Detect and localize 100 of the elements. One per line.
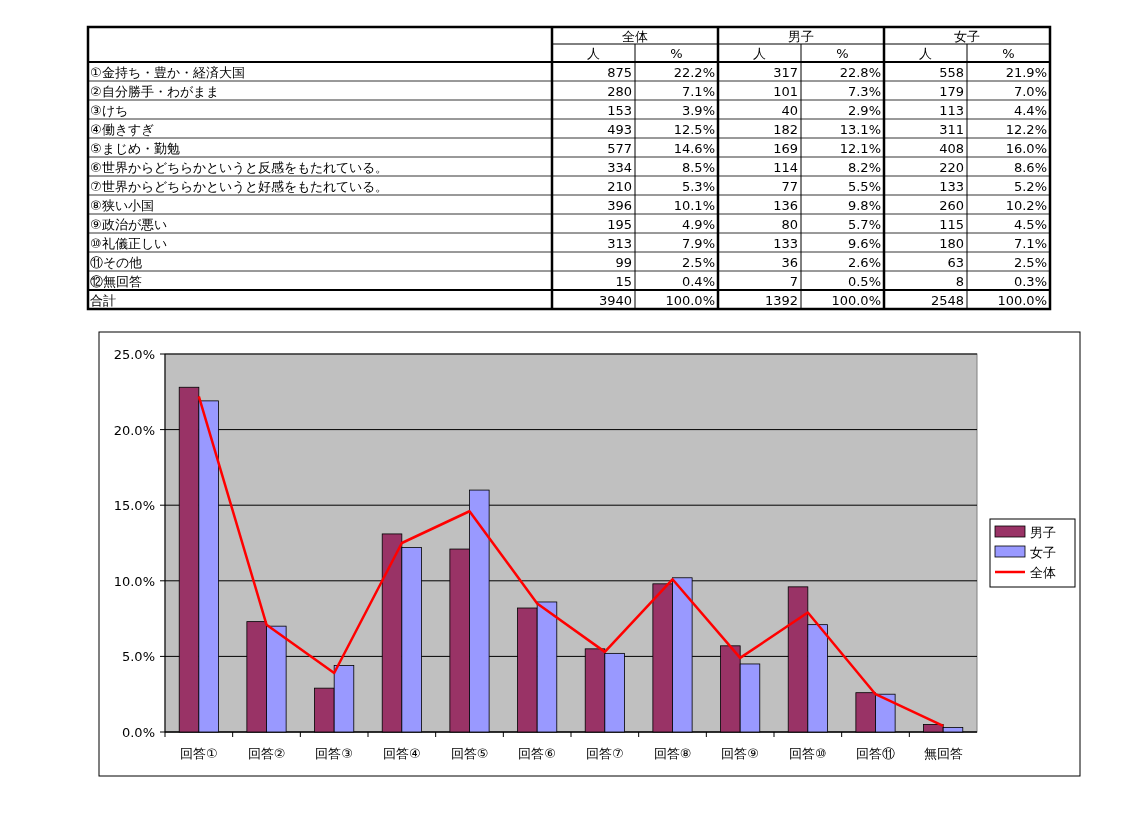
category-label: ⑪その他 xyxy=(90,255,142,270)
category-label: ②自分勝手・わがまま xyxy=(90,84,219,99)
legend-label: 男子 xyxy=(1030,525,1056,540)
y-tick-label: 5.0% xyxy=(121,649,155,665)
data-label: 7.3% xyxy=(847,84,881,99)
data-label: 5.2% xyxy=(1013,179,1047,194)
data-label: 153 xyxy=(607,103,632,118)
data-label: 99 xyxy=(615,255,632,270)
category-label: ④働きすぎ xyxy=(90,122,154,137)
y-tick-label: 0.0% xyxy=(121,725,155,740)
data-label: 8.6% xyxy=(1013,160,1047,175)
data-label: 5.3% xyxy=(681,179,715,194)
category-label: ⑫無回答 xyxy=(90,274,142,289)
data-label: 100.0% xyxy=(831,293,881,308)
data-label: 311 xyxy=(939,122,964,137)
data-label: 101 xyxy=(773,84,798,99)
data-label: 12.1% xyxy=(839,141,881,156)
x-tick-label: 回答⑥ xyxy=(518,746,556,761)
data-label: 7.0% xyxy=(1013,84,1047,99)
data-label: 63 xyxy=(947,255,964,270)
x-tick-label: 回答⑨ xyxy=(721,746,759,761)
data-label: 558 xyxy=(939,65,964,80)
x-tick-label: 回答⑧ xyxy=(653,746,692,761)
data-label: 9.8% xyxy=(847,198,881,213)
data-label: 8 xyxy=(955,274,964,289)
category-label: ⑤まじめ・勤勉 xyxy=(90,141,180,156)
text: 人 xyxy=(919,46,932,61)
x-tick-label: 回答③ xyxy=(315,746,353,761)
data-label: 136 xyxy=(773,198,798,213)
data-label: 182 xyxy=(773,122,798,137)
category-label: 合計 xyxy=(90,293,116,308)
x-tick-label: 回答④ xyxy=(383,746,421,761)
data-label: 36 xyxy=(781,255,798,270)
data-label: 317 xyxy=(773,65,798,80)
data-label: 180 xyxy=(939,236,964,251)
category-label: ①金持ち・豊か・経済大国 xyxy=(90,65,245,80)
data-label: 334 xyxy=(607,160,632,175)
category-label: ⑦世界からどちらかというと好感をもたれている。 xyxy=(90,179,388,194)
data-label: 313 xyxy=(607,236,632,251)
data-label: 493 xyxy=(607,122,632,137)
data-label: 7.1% xyxy=(681,84,715,99)
x-tick-label: 回答① xyxy=(180,746,218,761)
data-label: 0.4% xyxy=(681,274,715,289)
data-label: 14.6% xyxy=(673,141,715,156)
data-label: 4.4% xyxy=(1013,103,1047,118)
x-tick-label: 回答⑩ xyxy=(789,746,827,761)
data-label: 4.9% xyxy=(681,217,715,232)
text: % xyxy=(670,46,683,61)
data-label: 12.5% xyxy=(673,122,715,137)
data-label: 5.5% xyxy=(847,179,881,194)
data-label: 16.0% xyxy=(1005,141,1047,156)
data-label: 169 xyxy=(773,141,798,156)
data-label: 114 xyxy=(773,160,798,175)
data-label: 80 xyxy=(781,217,798,232)
legend-label: 女子 xyxy=(1030,545,1056,560)
data-label: 5.7% xyxy=(847,217,881,232)
data-label: 408 xyxy=(939,141,964,156)
x-tick-label: 回答⑤ xyxy=(450,746,489,761)
text: 人 xyxy=(753,46,766,61)
data-label: 195 xyxy=(607,217,632,232)
data-label: 0.3% xyxy=(1013,274,1047,289)
data-label: 7 xyxy=(789,274,798,289)
data-label: 133 xyxy=(939,179,964,194)
text: % xyxy=(836,46,849,61)
data-label: 875 xyxy=(607,65,632,80)
data-label: 2.5% xyxy=(681,255,715,270)
data-label: 10.2% xyxy=(1005,198,1047,213)
data-label: 7.9% xyxy=(681,236,715,251)
data-label: 3940 xyxy=(598,293,632,308)
data-label: 179 xyxy=(939,84,964,99)
data-label: 2.5% xyxy=(1013,255,1047,270)
data-label: 77 xyxy=(781,179,798,194)
y-tick-label: 25.0% xyxy=(113,347,155,362)
data-label: 21.9% xyxy=(1005,65,1047,80)
data-label: 15 xyxy=(615,274,632,289)
data-label: 133 xyxy=(773,236,798,251)
data-label: 22.8% xyxy=(839,65,881,80)
data-label: 220 xyxy=(939,160,964,175)
data-label: 210 xyxy=(607,179,632,194)
data-label: 10.1% xyxy=(673,198,715,213)
y-tick-label: 15.0% xyxy=(113,498,155,514)
data-label: 3.9% xyxy=(681,103,715,118)
category-label: ⑨政治が悪い xyxy=(90,217,167,232)
data-label: 396 xyxy=(607,198,632,213)
data-label: 1392 xyxy=(764,293,798,308)
data-label: 280 xyxy=(607,84,632,99)
data-label: 100.0% xyxy=(997,293,1047,308)
data-label: 260 xyxy=(939,198,964,213)
data-label: 2.9% xyxy=(847,103,881,118)
y-tick-label: 10.0% xyxy=(113,573,155,589)
data-label: 12.2% xyxy=(1005,122,1047,137)
category-label: ③けち xyxy=(90,103,128,118)
data-label: 4.5% xyxy=(1013,217,1047,232)
data-label: 22.2% xyxy=(673,65,715,80)
data-label: 100.0% xyxy=(665,293,715,308)
data-label: 9.6% xyxy=(847,236,881,251)
text: % xyxy=(1002,46,1015,61)
data-label: 0.5% xyxy=(847,274,881,289)
text: 人 xyxy=(587,46,600,61)
category-label: ⑩礼儀正しい xyxy=(90,236,167,251)
